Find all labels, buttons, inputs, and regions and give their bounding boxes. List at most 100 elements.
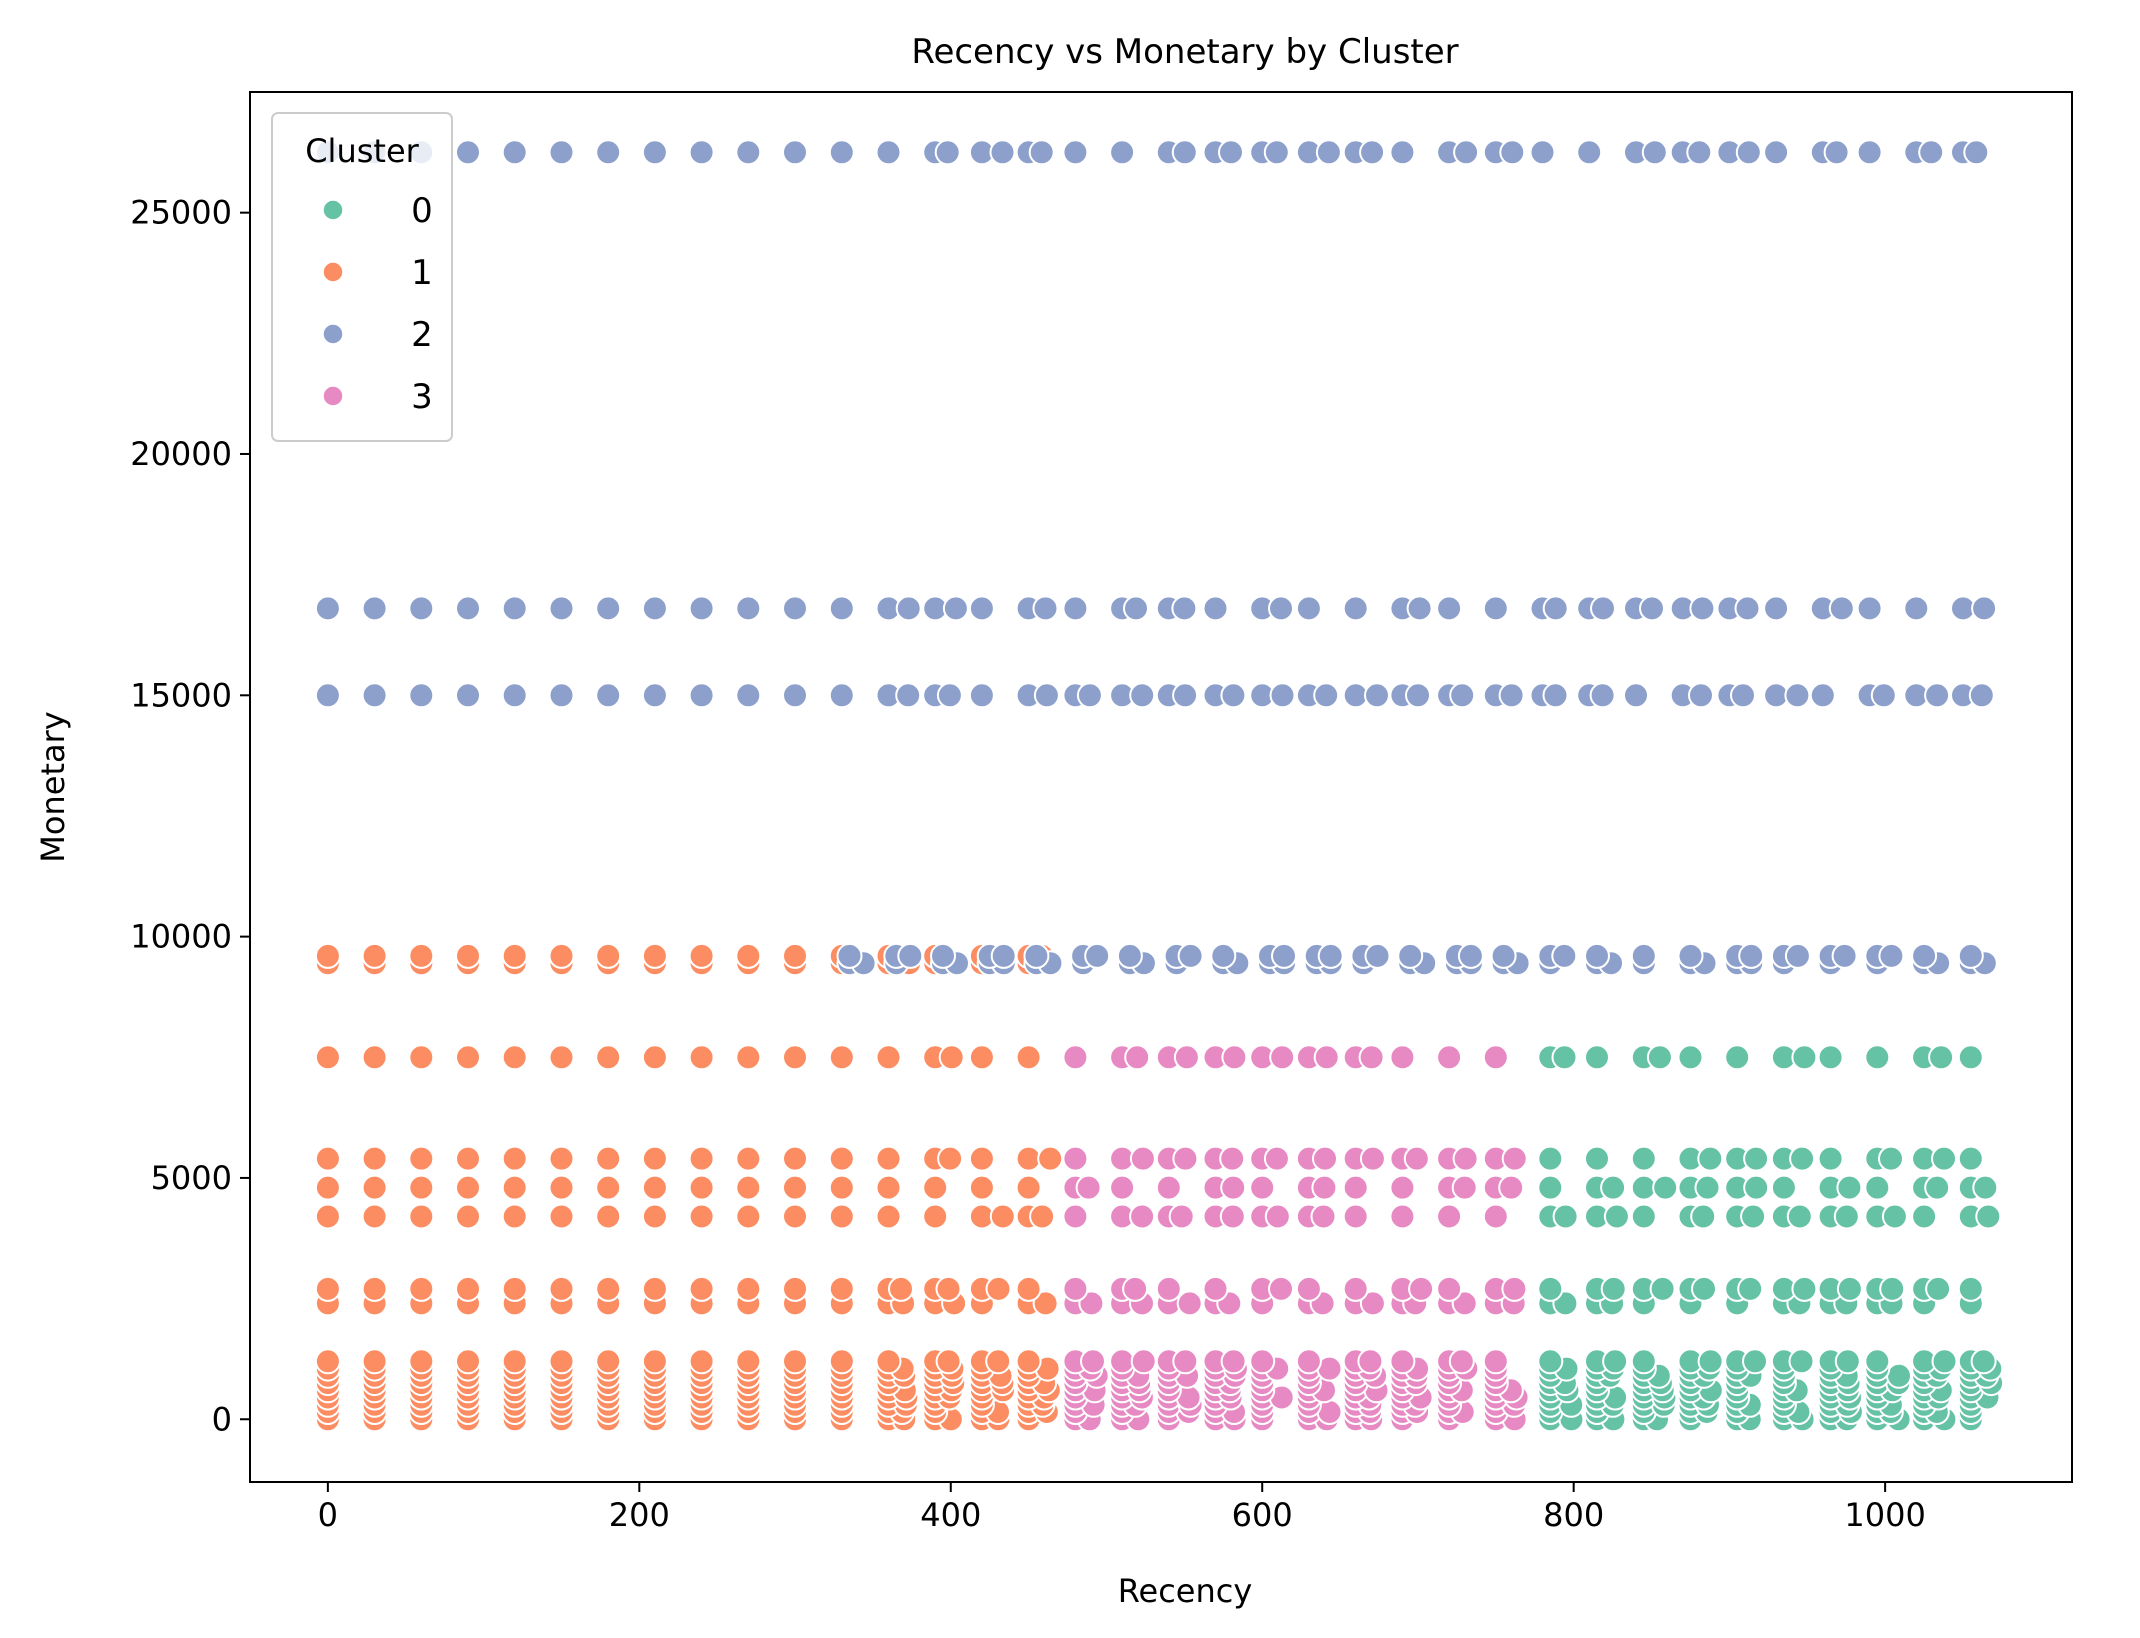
point-cluster-1 (641, 1174, 668, 1201)
point-cluster-2 (735, 139, 762, 166)
point-cluster-2 (1263, 139, 1290, 166)
point-cluster-2 (1490, 942, 1517, 969)
point-cluster-2 (1903, 595, 1930, 622)
legend-marker (322, 199, 344, 221)
point-cluster-3 (1080, 1348, 1106, 1375)
point-cluster-3 (1130, 1348, 1157, 1375)
point-cluster-1 (968, 1044, 995, 1071)
point-cluster-3 (1249, 1348, 1276, 1375)
point-cluster-1 (688, 1174, 715, 1201)
point-cluster-2 (1076, 682, 1103, 709)
point-cluster-2 (314, 682, 341, 709)
point-cluster-2 (1584, 942, 1610, 969)
point-cluster-0 (1788, 1348, 1815, 1375)
point-cluster-0 (1737, 1275, 1764, 1302)
point-cluster-2 (1033, 682, 1060, 709)
point-cluster-2 (1397, 942, 1424, 969)
point-cluster-3 (1451, 1174, 1478, 1201)
point-cluster-2 (455, 595, 481, 622)
point-cluster-2 (1342, 595, 1369, 622)
point-cluster-2 (1963, 139, 1990, 166)
point-cluster-3 (1263, 1145, 1290, 1172)
point-cluster-0 (1864, 1174, 1891, 1201)
point-cluster-0 (1743, 1145, 1770, 1172)
point-cluster-1 (1015, 1174, 1042, 1201)
point-cluster-1 (501, 1044, 528, 1071)
point-cluster-2 (1315, 139, 1342, 166)
legend-marker (322, 323, 344, 345)
point-cluster-3 (1062, 1044, 1089, 1071)
point-cluster-0 (1677, 1044, 1704, 1071)
point-cluster-2 (1364, 682, 1390, 709)
point-cluster-2 (1109, 139, 1136, 166)
point-cluster-2 (455, 682, 481, 709)
point-cluster-3 (1482, 1044, 1509, 1071)
point-cluster-2 (1389, 139, 1416, 166)
point-cluster-3 (1249, 1174, 1276, 1201)
point-cluster-1 (408, 1348, 435, 1375)
point-cluster-0 (1975, 1203, 2002, 1230)
point-cluster-2 (1172, 682, 1199, 709)
point-cluster-1 (875, 1044, 902, 1071)
point-cluster-3 (1389, 1348, 1416, 1375)
point-cluster-2 (1738, 942, 1765, 969)
point-cluster-2 (1364, 942, 1391, 969)
point-cluster-0 (1791, 1044, 1818, 1071)
point-cluster-0 (1537, 1275, 1564, 1302)
point-cluster-0 (1786, 1203, 1813, 1230)
legend-label: 1 (411, 253, 433, 293)
point-cluster-3 (1155, 1174, 1182, 1201)
point-cluster-2 (895, 682, 922, 709)
point-cluster-1 (501, 1203, 528, 1230)
point-cluster-1 (688, 942, 715, 969)
point-cluster-1 (782, 942, 808, 969)
point-cluster-2 (455, 139, 481, 166)
point-cluster-1 (1029, 1203, 1056, 1230)
point-cluster-2 (1689, 595, 1716, 622)
point-cluster-2 (1177, 942, 1204, 969)
point-cluster-0 (1834, 1348, 1861, 1375)
point-cluster-1 (455, 1174, 481, 1201)
point-cluster-3 (1062, 1145, 1089, 1172)
point-cluster-2 (1529, 139, 1556, 166)
point-cluster-2 (1828, 595, 1855, 622)
point-cluster-2 (1677, 942, 1704, 969)
point-cluster-2 (548, 139, 575, 166)
point-cluster-0 (1691, 1275, 1717, 1302)
point-cluster-2 (1686, 139, 1713, 166)
point-cluster-0 (1925, 1275, 1952, 1302)
point-cluster-3 (1436, 1203, 1463, 1230)
point-cluster-1 (688, 1275, 715, 1302)
point-cluster-2 (595, 595, 622, 622)
point-cluster-1 (408, 1275, 435, 1302)
point-cluster-3 (1168, 1203, 1195, 1230)
point-cluster-0 (1791, 1275, 1818, 1302)
point-cluster-1 (641, 1275, 668, 1302)
point-cluster-0 (1931, 1348, 1958, 1375)
point-cluster-1 (828, 1348, 855, 1375)
point-cluster-3 (1176, 1290, 1203, 1317)
point-cluster-3 (1269, 1044, 1296, 1071)
point-cluster-2 (1436, 595, 1463, 622)
point-cluster-0 (1886, 1362, 1912, 1389)
point-cluster-2 (1911, 942, 1938, 969)
point-cluster-2 (1062, 139, 1089, 166)
point-cluster-3 (1452, 1145, 1479, 1172)
point-cluster-2 (1268, 595, 1294, 622)
point-cluster-3 (1220, 1174, 1247, 1201)
point-cluster-0 (1652, 1174, 1679, 1201)
point-cluster-2 (1116, 942, 1143, 969)
point-cluster-2 (828, 682, 855, 709)
point-cluster-0 (1697, 1348, 1724, 1375)
point-cluster-0 (1770, 1174, 1797, 1201)
point-cluster-2 (1809, 682, 1836, 709)
point-cluster-2 (1763, 139, 1790, 166)
point-cluster-1 (688, 1145, 715, 1172)
point-cluster-2 (688, 139, 715, 166)
point-cluster-0 (1789, 1145, 1816, 1172)
point-cluster-3 (1358, 1044, 1385, 1071)
point-cluster-2 (595, 682, 622, 709)
point-cluster-1 (361, 1275, 388, 1302)
y-tick-label: 20000 (130, 435, 232, 473)
point-cluster-2 (1763, 595, 1790, 622)
